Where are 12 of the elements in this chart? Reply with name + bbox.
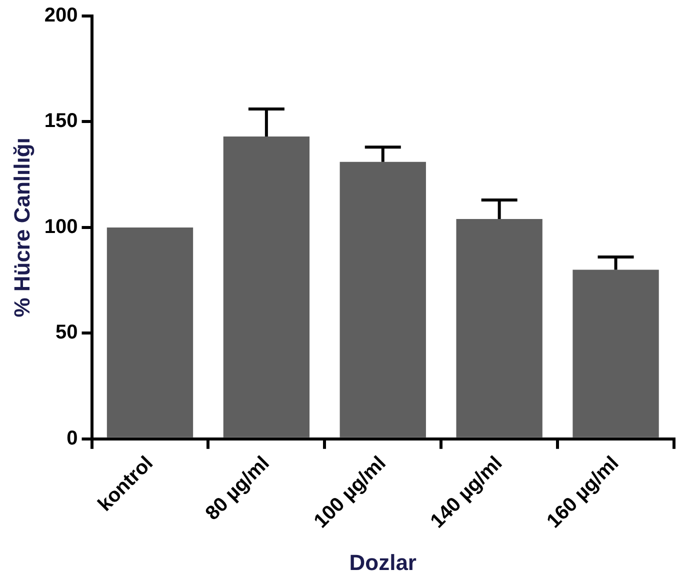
y-tick-label: 150 [44, 110, 78, 132]
y-tick-label: 100 [44, 216, 78, 238]
bar [223, 136, 310, 438]
y-tick-label: 50 [56, 322, 78, 344]
x-axis-title: Dozlar [349, 550, 417, 575]
bar [340, 162, 426, 438]
bar [456, 218, 542, 438]
y-tick-label: 200 [44, 4, 78, 27]
y-tick-label: 0 [66, 427, 78, 450]
y-axis-title: % Hücre Canlılığı [9, 138, 34, 318]
bar [106, 227, 194, 438]
bar [572, 270, 659, 438]
